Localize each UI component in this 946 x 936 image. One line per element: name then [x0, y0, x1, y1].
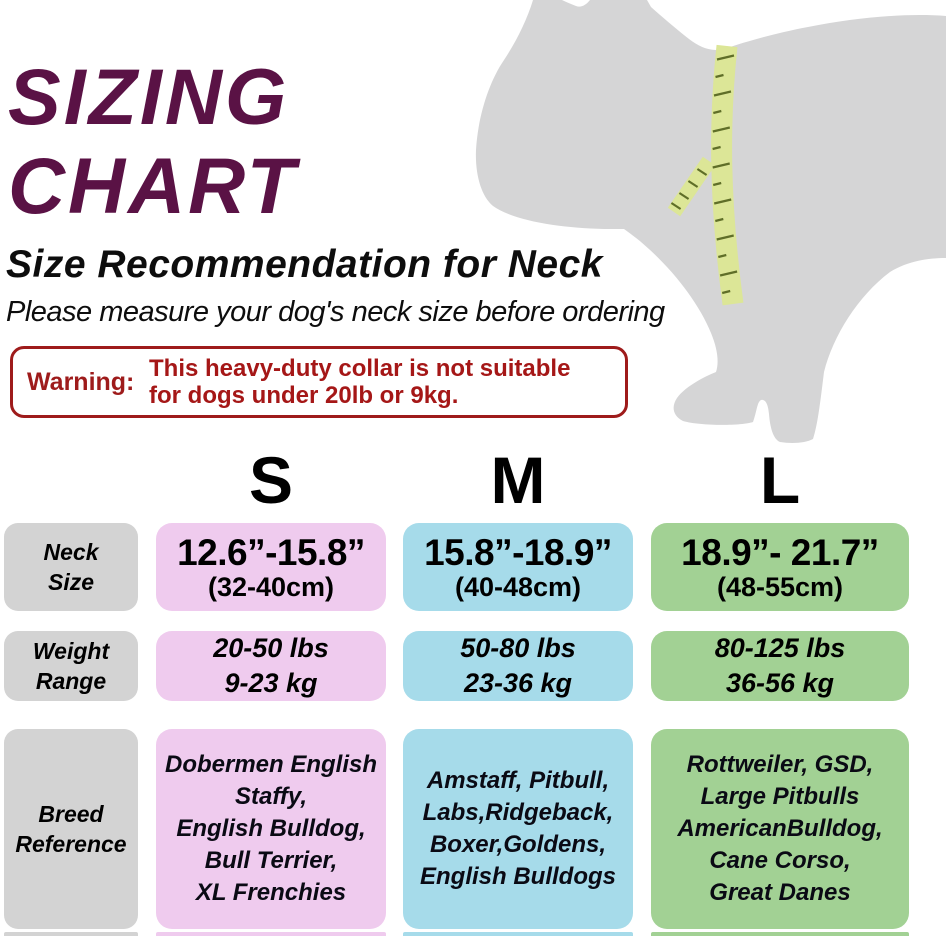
row-label-neck-size: Neck Size — [4, 523, 138, 611]
warning-message-line-2: for dogs under 20lb or 9kg. — [149, 382, 459, 409]
warning-message-line-1: This heavy-duty collar is not suitable — [149, 355, 571, 382]
breed-cell-l: Rottweiler, GSD, Large Pitbulls American… — [651, 729, 909, 929]
neck-size-cell-m: 15.8”-18.9” (40-48cm) — [403, 523, 633, 611]
cropped-next-row-strip-l — [651, 932, 909, 936]
page-title: SIZING CHART — [8, 52, 298, 230]
neck-size-cell-l: 18.9”- 21.7” (48-55cm) — [651, 523, 909, 611]
title-line-2: CHART — [8, 141, 299, 230]
column-header-m: M — [490, 443, 546, 517]
row-label-breed-reference: Breed Reference — [4, 729, 138, 929]
breed-cell-m: Amstaff, Pitbull, Labs,Ridgeback, Boxer,… — [403, 729, 633, 929]
neck-size-cell-s: 12.6”-15.8” (32-40cm) — [156, 523, 386, 611]
dog-body-shape — [475, 0, 946, 443]
warning-label: Warning: — [27, 367, 135, 396]
column-header-l: L — [759, 443, 801, 517]
title-line-1: SIZING — [8, 52, 290, 141]
row-label-weight-range: Weight Range — [4, 631, 138, 701]
breed-cell-s: Dobermen English Staffy, English Bulldog… — [156, 729, 386, 929]
cropped-next-row-strip-label — [4, 932, 138, 936]
warning-box: Warning: This heavy-duty collar is not s… — [10, 346, 628, 418]
column-header-s: S — [248, 443, 294, 517]
subtitle: Size Recommendation for Neck — [6, 243, 603, 286]
cropped-next-row-strip-s — [156, 932, 386, 936]
weight-cell-s: 20-50 lbs 9-23 kg — [156, 631, 386, 701]
dog-silhouette — [475, 0, 946, 443]
cropped-next-row-strip-m — [403, 932, 633, 936]
measuring-tape-icon — [667, 44, 744, 306]
weight-cell-m: 50-80 lbs 23-36 kg — [403, 631, 633, 701]
measure-note: Please measure your dog's neck size befo… — [6, 296, 665, 328]
weight-cell-l: 80-125 lbs 36-56 kg — [651, 631, 909, 701]
warning-message: This heavy-duty collar is not suitable f… — [149, 355, 625, 409]
